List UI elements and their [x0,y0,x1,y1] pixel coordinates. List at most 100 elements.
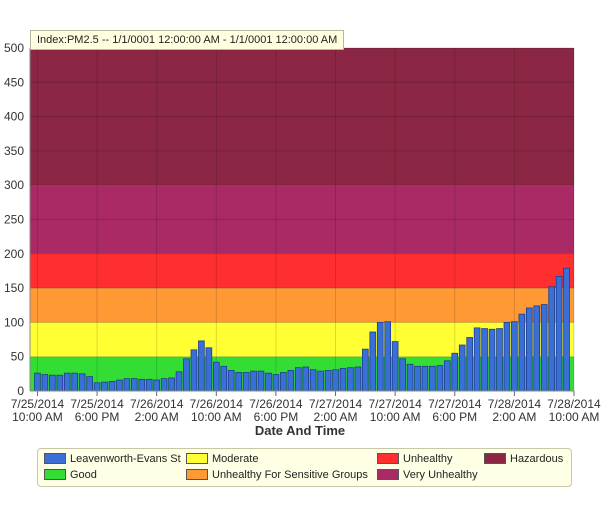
axes: 0501001502002503003504004505007/25/20141… [4,41,601,424]
data-bar [376,321,384,392]
legend: Leavenworth-Evans St Moderate Unhealthy … [37,448,572,487]
data-bar [86,376,93,392]
legend-swatch [377,468,399,480]
legend-label: Good [70,469,97,481]
x-tick-date: 7/26/2014 [249,397,303,411]
data-bar [160,378,168,392]
data-bar [108,380,116,392]
data-bar [235,372,242,392]
data-bar [317,370,324,392]
data-bar [555,276,563,392]
legend-item-very-unhealthy: Very Unhealthy [377,468,478,482]
x-tick-date: 7/27/2014 [428,397,482,411]
y-tick-label: 300 [4,178,24,192]
data-bar [533,305,541,392]
data-bar [444,360,451,392]
data-bar [429,365,436,392]
data-bar [362,348,369,392]
data-bar [399,358,406,392]
y-tick-label: 100 [4,315,24,329]
legend-label: Unhealthy [403,453,453,465]
data-bar [183,358,190,392]
data-bar [198,340,205,392]
data-bar [250,370,257,392]
legend-swatch [186,452,208,464]
data-bar [41,374,49,392]
data-bar [257,370,265,392]
x-tick-time: 6:00 PM [75,410,120,424]
legend-swatch [377,452,399,464]
x-tick-date: 7/28/2014 [488,397,542,411]
data-bar [384,321,392,392]
data-bar [56,374,64,392]
x-tick-time: 10:00 AM [549,410,600,424]
data-bar [131,378,138,392]
x-tick-time: 10:00 AM [12,410,63,424]
legend-item-unhealthy: Unhealthy [377,452,453,466]
y-tick-label: 200 [4,247,24,261]
data-bar [354,366,362,392]
data-bar [272,374,280,392]
y-tick-label: 350 [4,144,24,158]
x-tick-time: 2:00 AM [492,410,536,424]
x-tick-date: 7/28/2014 [547,397,601,411]
data-bar [332,369,339,392]
data-bar [220,365,228,392]
data-bar [175,371,183,392]
data-bars [34,267,570,392]
data-bar [525,307,533,392]
y-tick-label: 400 [4,110,24,124]
data-bar [406,363,414,392]
legend-swatch [44,468,66,480]
data-bar [436,365,444,392]
data-bar [212,361,220,392]
data-bar [168,377,175,392]
x-tick-time: 2:00 AM [135,410,179,424]
x-tick-time: 6:00 PM [432,410,477,424]
data-bar [421,365,429,392]
legend-label: Moderate [212,453,259,465]
x-tick-time: 6:00 PM [254,410,299,424]
chart-title: Index:PM2.5 -- 1/1/0001 12:00:00 AM - 1/… [30,30,345,50]
x-tick-date: 7/26/2014 [190,397,244,411]
data-bar [138,378,146,392]
legend-swatch [44,452,66,464]
x-tick-date: 7/27/2014 [309,397,363,411]
data-bar [205,347,213,392]
data-bar [414,365,421,392]
aqi-bands [30,48,574,391]
data-bar [116,379,123,392]
legend-item-usg: Unhealthy For Sensitive Groups [186,468,368,482]
data-bar [466,337,473,392]
band-unhealthy-for-sensitive-groups [30,288,574,323]
data-bar [34,372,41,392]
y-tick-label: 500 [4,41,24,55]
data-bar [63,372,71,392]
data-bar [227,370,235,392]
x-axis-label: Date And Time [255,423,345,438]
data-bar [71,372,79,392]
legend-label: Leavenworth-Evans St [70,453,181,465]
x-tick-time: 10:00 AM [370,410,421,424]
data-bar [324,370,332,392]
data-bar [309,369,317,392]
data-bar [548,286,555,392]
data-bar [302,366,310,392]
y-tick-label: 0 [17,384,24,398]
data-bar [294,367,302,392]
legend-item-hazardous: Hazardous [484,452,563,466]
legend-item-good: Good [44,468,97,482]
data-bar [287,370,295,392]
data-bar [458,344,466,392]
data-bar [280,372,287,392]
legend-item-moderate: Moderate [186,452,258,466]
data-bar [391,341,399,392]
data-bar [339,367,347,392]
x-tick-time: 2:00 AM [314,410,358,424]
legend-label: Hazardous [510,453,564,465]
data-bar [481,328,488,392]
data-bar [347,367,354,392]
data-bar [145,378,153,392]
data-bar [540,304,548,392]
y-tick-label: 50 [11,350,25,364]
